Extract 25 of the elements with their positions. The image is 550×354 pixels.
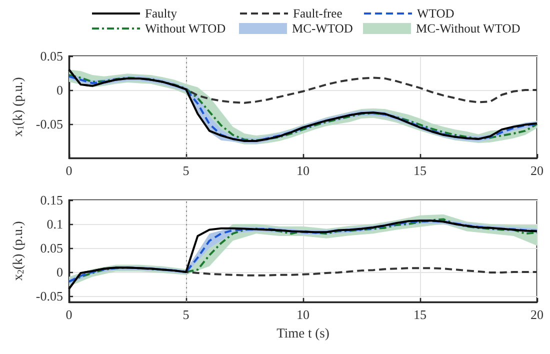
y-axis-title: x1(k) (p.u.) [10,77,26,137]
x-tick-label: 5 [182,163,190,178]
legend-label: MC-WTOD [292,22,353,36]
x-tick-label: 15 [414,163,426,178]
y-tick-label: 0.1 [46,216,63,232]
legend-label: Faulty [145,6,178,20]
y-tick-label: 0 [56,264,63,280]
x-tick-label: 10 [296,163,310,178]
y-tick-label: -0.05 [36,288,63,304]
x-tick-label: 20 [530,163,544,178]
legend-label: Without WTOD [145,22,226,36]
y-tick-label: 0.15 [40,192,63,208]
x-tick-label: 5 [182,307,190,322]
x-tick-label: 10 [296,307,310,322]
y-tick-label: 0.05 [40,48,63,64]
legend-label: MC-Without WTOD [416,22,520,36]
y-axis-title: x2(k) (p.u.) [10,221,26,281]
legend-label: WTOD [417,6,454,20]
legend-label: Fault-free [293,6,343,20]
x-axis-title: Time t (s) [276,326,330,340]
x-tick-label: 20 [530,307,544,322]
y-tick-label: 0.05 [40,240,63,256]
x-tick-label: 15 [414,307,426,322]
y-tick-label: 0 [56,82,63,98]
y-tick-label: -0.05 [36,116,63,132]
